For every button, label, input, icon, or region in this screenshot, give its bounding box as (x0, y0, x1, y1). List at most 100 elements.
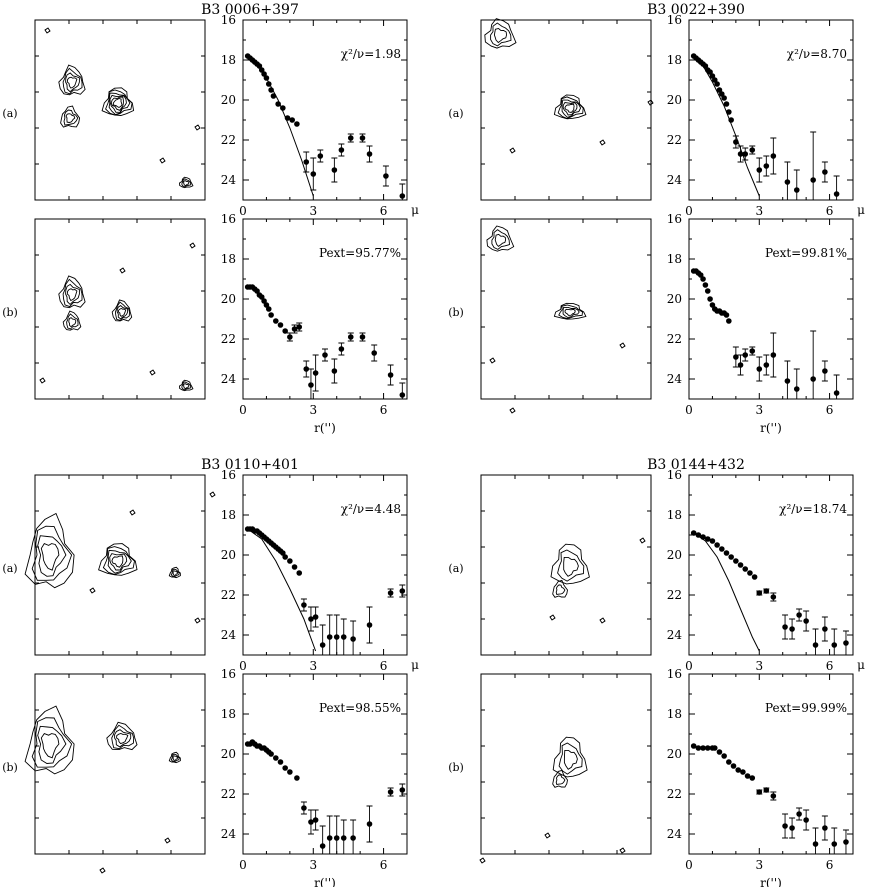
y-tick-label: 20 (221, 292, 236, 306)
data-point (756, 366, 763, 372)
noise-contour (489, 357, 496, 364)
x-axis-label: r('') (314, 876, 336, 887)
source-contour (168, 751, 181, 764)
source-contour (98, 543, 138, 576)
x-tick-label: 0 (685, 659, 693, 673)
source-contour (60, 105, 81, 128)
data-point (294, 121, 300, 127)
data-point (347, 135, 354, 141)
source-contour (62, 310, 82, 331)
data-point (383, 173, 389, 179)
data-point (803, 817, 809, 823)
source-contour (102, 546, 135, 575)
data-point (268, 751, 274, 757)
data-point (319, 843, 326, 849)
x-tick-label: 0 (239, 204, 247, 218)
data-point (796, 811, 802, 817)
source-contour (181, 381, 192, 391)
x-tick-label: 3 (309, 858, 317, 872)
source-contour (68, 317, 77, 328)
source-contour (58, 275, 86, 309)
noise-contour (599, 139, 606, 146)
object-block: B3 0144+432 (a) (b) 16 18 20 22 24 0 3 6 χ²/ν=18.74… (448, 457, 865, 887)
contour-image-panel (24, 491, 216, 874)
source-contour (108, 92, 131, 116)
y-tick-label: 18 (667, 252, 682, 266)
x-tick-label: 3 (755, 204, 763, 218)
fit-statistic: Pext=95.77% (319, 246, 401, 260)
y-axis-label: μ (411, 658, 419, 672)
data-point (770, 352, 777, 358)
data-point (273, 755, 279, 761)
source-contour (553, 94, 587, 120)
plot-frame (242, 673, 408, 855)
data-point (728, 554, 734, 560)
data-point (289, 117, 296, 123)
y-tick-label: 18 (221, 707, 236, 721)
y-tick-label: 22 (221, 787, 236, 801)
data-point (301, 805, 307, 811)
source-contour (183, 383, 190, 390)
data-point (338, 147, 345, 153)
source-contour (491, 229, 510, 250)
data-point (265, 306, 272, 312)
data-point (735, 767, 741, 773)
source-contour (106, 721, 138, 751)
source-contour (66, 313, 79, 330)
source-contour (66, 288, 78, 302)
data-point (690, 530, 697, 536)
y-tick-label: 20 (667, 93, 682, 107)
y-tick-label: 18 (221, 508, 236, 522)
noise-contour (39, 377, 46, 384)
data-point (763, 163, 770, 169)
y-tick-label: 18 (667, 53, 682, 67)
y-tick-label: 16 (221, 468, 236, 482)
data-point (303, 366, 310, 372)
y-tick-label: 22 (221, 588, 236, 602)
data-point (275, 101, 281, 107)
data-point (756, 590, 763, 596)
source-contour (562, 306, 580, 318)
data-point (294, 775, 300, 781)
data-point (831, 841, 838, 847)
x-tick-label: 3 (309, 204, 317, 218)
data-point (359, 135, 366, 141)
data-point (310, 171, 317, 177)
y-tick-label: 16 (667, 468, 682, 482)
profile-chart: 16 18 20 22 24 0 3 6 Pext=95.77% r('') (221, 212, 408, 435)
source-contour (564, 103, 575, 113)
psf-model-curve (247, 55, 314, 197)
data-point (700, 745, 706, 751)
data-point (763, 588, 770, 594)
data-point (723, 550, 730, 556)
data-point (695, 745, 702, 751)
data-point (843, 640, 849, 646)
source-contour (179, 176, 194, 189)
source-contour (101, 87, 135, 116)
noise-contour (194, 124, 201, 131)
source-contour (65, 283, 80, 306)
image-frame (480, 474, 652, 656)
data-point (312, 817, 319, 823)
data-point (704, 536, 711, 542)
fit-statistic: χ²/ν=1.98 (341, 47, 401, 61)
y-tick-label: 16 (221, 667, 236, 681)
y-tick-label: 20 (667, 548, 682, 562)
data-point (695, 532, 702, 538)
psf-model-curve (693, 55, 760, 197)
noise-contour (509, 407, 516, 414)
x-tick-label: 0 (685, 204, 693, 218)
data-point (714, 81, 720, 87)
data-point (719, 546, 725, 552)
data-point (737, 151, 744, 157)
data-point (721, 95, 727, 101)
data-point (784, 179, 791, 185)
y-tick-label: 18 (221, 53, 236, 67)
y-tick-label: 22 (667, 588, 682, 602)
source-contour (66, 76, 78, 89)
y-tick-label: 24 (667, 372, 683, 386)
data-point (749, 775, 756, 781)
source-contour (37, 535, 67, 577)
data-point (366, 622, 373, 628)
